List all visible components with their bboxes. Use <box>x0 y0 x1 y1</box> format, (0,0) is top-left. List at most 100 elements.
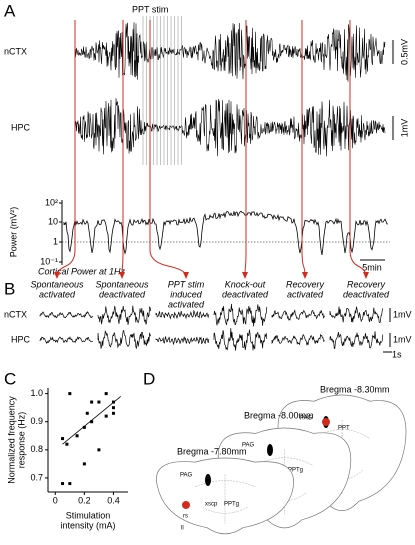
x-tick-label: 0.4 <box>107 495 120 505</box>
row-label: HPC <box>11 122 31 132</box>
panel-label: C <box>4 369 16 388</box>
trace <box>155 336 210 346</box>
point <box>65 442 69 446</box>
tick-label: 10 <box>48 216 58 226</box>
point <box>75 434 79 438</box>
x-tick-label: 0.2 <box>78 495 91 505</box>
annotation: Cortical Power at 1Hz <box>38 266 126 276</box>
state-label: deactivated <box>343 289 390 299</box>
row-label: nCTX <box>4 46 27 56</box>
state-label: Spontaneous <box>30 279 84 289</box>
row-label: nCTX <box>4 309 27 319</box>
region-label: PPTg <box>288 468 303 474</box>
y-tick-label: 0.7 <box>30 472 43 482</box>
panel-label: B <box>4 279 15 298</box>
recording-site <box>322 418 330 426</box>
section-title: Bregma -8.30mm <box>320 384 390 394</box>
scale-label: 5min <box>362 262 382 272</box>
region-label: ll <box>181 526 184 532</box>
trace <box>213 328 268 351</box>
y-tick-label: 0.9 <box>30 416 43 426</box>
row-label: HPC <box>11 334 31 344</box>
pag <box>205 474 211 486</box>
arrow <box>244 20 247 277</box>
panel-label: D <box>143 369 155 388</box>
trace <box>155 309 210 320</box>
region-label: PPTg <box>224 502 239 508</box>
trace <box>74 22 386 82</box>
section-title: Bregma -8.00mm <box>244 410 314 420</box>
trace <box>97 305 152 325</box>
x-axis-label: Stimulation <box>66 510 111 520</box>
panel-label: A <box>4 1 16 20</box>
trace <box>74 98 386 157</box>
axis-label: Power (mV²) <box>8 207 18 258</box>
region-label: rs <box>183 514 188 520</box>
region-label: xscp <box>205 502 218 508</box>
point <box>111 406 115 410</box>
trace <box>271 309 326 321</box>
state-label: deactivated <box>222 289 269 299</box>
point <box>68 482 72 486</box>
arrowhead <box>183 272 189 279</box>
state-label: Spontaneous <box>95 279 149 289</box>
region-label: PAG <box>242 443 255 449</box>
state-label: activated <box>287 289 324 299</box>
trace <box>271 333 326 346</box>
x-axis-label: intensity (mA) <box>60 520 115 530</box>
state-label: deactivated <box>99 289 146 299</box>
point <box>85 411 89 415</box>
point <box>68 392 72 396</box>
state-label: activated <box>39 289 76 299</box>
trace <box>329 331 384 350</box>
scale-label: 1mV <box>393 334 412 344</box>
tick-label: 10⁻¹ <box>40 256 58 266</box>
y-tick-label: 0.8 <box>30 444 43 454</box>
scale-label: 0.5mV <box>399 39 409 65</box>
point <box>61 437 65 441</box>
region-label: PAG <box>180 473 193 479</box>
x-tick-label: 0 <box>53 495 58 505</box>
state-label: Recovery <box>347 279 386 289</box>
tick-label: 10² <box>45 197 58 207</box>
y-axis-label: response (Hz) <box>16 412 26 469</box>
power-trace <box>63 210 389 255</box>
point <box>82 462 86 466</box>
point <box>90 420 94 424</box>
trace <box>329 306 384 324</box>
point <box>104 414 108 418</box>
arrowhead <box>363 272 369 279</box>
arrowhead <box>119 272 125 279</box>
state-label: induced <box>170 289 203 299</box>
arrowhead <box>302 272 308 279</box>
recording-site <box>182 501 190 509</box>
point <box>104 392 108 396</box>
y-axis-label: Normalized frequency <box>6 396 16 484</box>
trace <box>39 336 93 344</box>
point <box>90 400 94 404</box>
arrow <box>149 20 187 277</box>
trace <box>97 329 152 350</box>
scale-label: 1mV <box>399 119 409 138</box>
trace <box>39 311 94 319</box>
state-label: Recovery <box>286 279 325 289</box>
point <box>111 400 115 404</box>
scale-label: 1s <box>392 349 402 359</box>
tick-label: 1 <box>53 236 58 246</box>
scale-label: 1mV <box>393 309 412 319</box>
point <box>61 482 65 486</box>
point <box>111 411 115 415</box>
state-label: Knock-out <box>225 279 266 289</box>
section-title: Bregma -7.80mm <box>177 446 247 456</box>
state-label: activated <box>168 299 205 309</box>
trace <box>213 303 268 327</box>
arrowhead <box>242 272 248 279</box>
pag <box>267 444 273 456</box>
arrowhead <box>54 272 60 279</box>
region-label: PPT <box>338 426 350 432</box>
state-label: PPT stim <box>168 279 205 289</box>
brain-outline <box>194 474 256 524</box>
stim-label: PPT stim <box>132 4 168 14</box>
point <box>97 448 101 452</box>
